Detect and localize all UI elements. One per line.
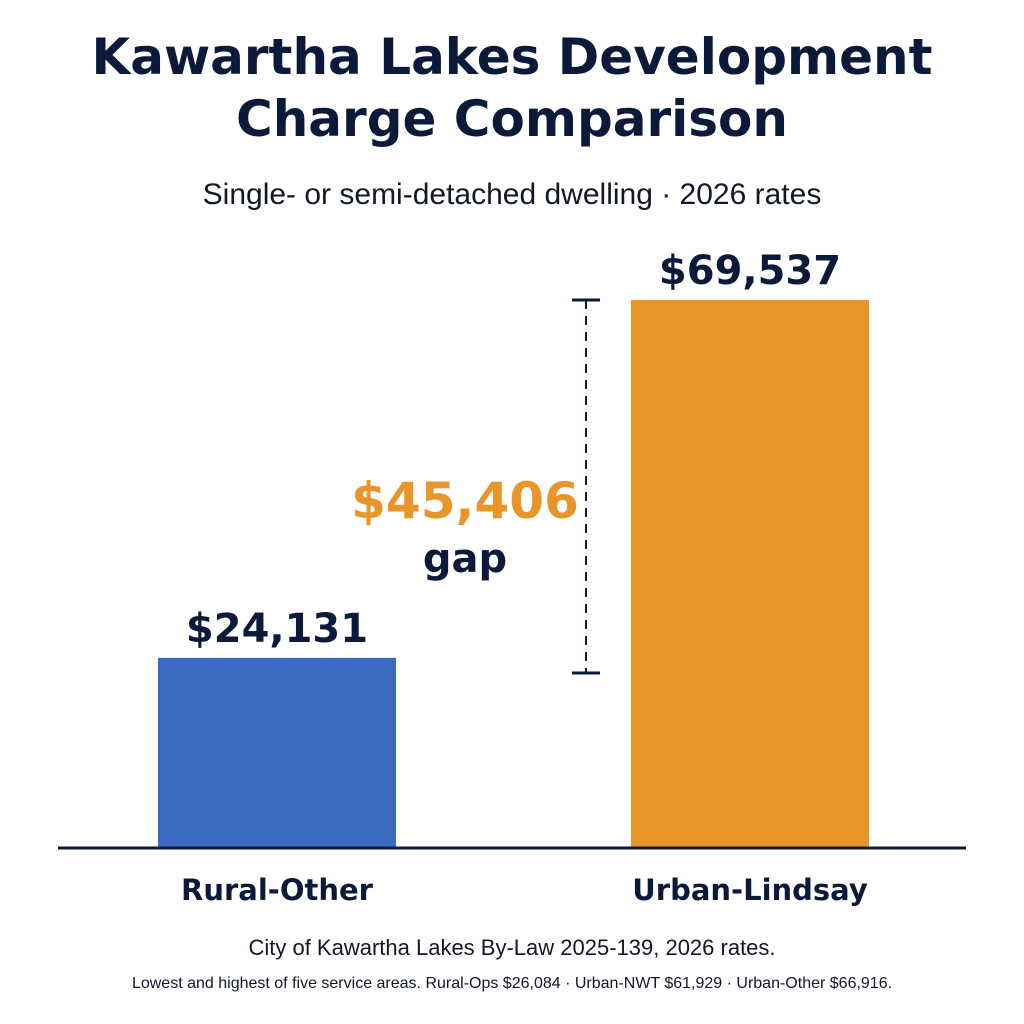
chart-title: Kawartha Lakes Development Charge Compar… <box>0 26 1024 150</box>
bar-urban-lindsay <box>631 300 869 848</box>
data-label-rural-other: $24,131 <box>186 606 368 652</box>
gap-text-label: gap <box>423 536 507 582</box>
category-label-urban-lindsay: Urban-Lindsay <box>632 873 868 907</box>
labels-layer: $24,131 Rural-Other $69,537 Urban-Lindsay <box>181 248 868 907</box>
bar-rural-other <box>158 657 396 848</box>
category-label-rural-other: Rural-Other <box>181 873 374 907</box>
gap-annotation: $45,406 gap <box>351 298 600 675</box>
detail-footnote: Lowest and highest of five service areas… <box>131 975 893 992</box>
chart-title-line-2: Charge Comparison <box>236 90 788 148</box>
source-footnote: City of Kawartha Lakes By-Law 2025-139, … <box>248 935 776 960</box>
gap-value-label: $45,406 <box>351 472 579 530</box>
chart-title-line-1: Kawartha Lakes Development <box>91 28 933 86</box>
chart-subtitle: Single- or semi-detached dwelling · 2026… <box>202 178 822 211</box>
bars-layer <box>158 300 869 848</box>
data-label-urban-lindsay: $69,537 <box>659 248 841 294</box>
